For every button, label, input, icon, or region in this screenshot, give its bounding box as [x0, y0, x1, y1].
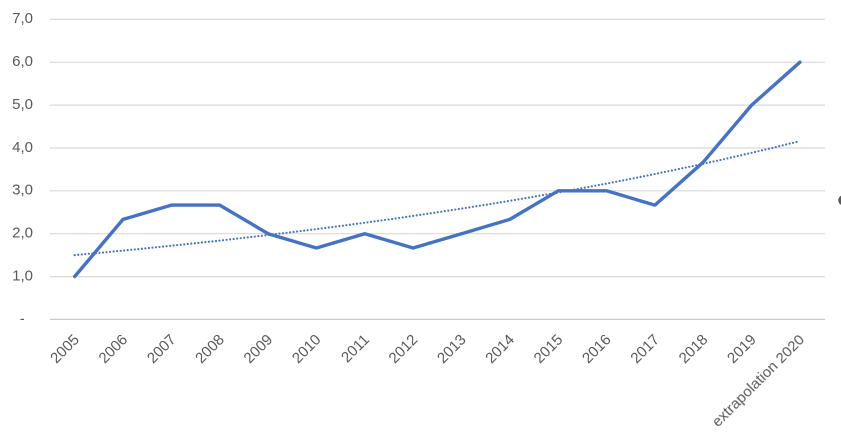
svg-text:extrapolation 2020: extrapolation 2020 — [709, 331, 808, 430]
svg-text:1,0: 1,0 — [12, 268, 33, 285]
svg-text:2007: 2007 — [144, 331, 180, 367]
svg-text:2013: 2013 — [434, 331, 470, 367]
svg-text:2009: 2009 — [241, 331, 277, 367]
svg-text:2014: 2014 — [482, 331, 518, 367]
svg-text:2010: 2010 — [289, 331, 325, 367]
svg-text:2006: 2006 — [96, 331, 132, 367]
svg-text:7,0: 7,0 — [12, 10, 33, 27]
svg-text:-: - — [20, 311, 25, 328]
svg-text:2016: 2016 — [579, 331, 615, 367]
svg-text:2015: 2015 — [531, 331, 567, 367]
svg-text:3,0: 3,0 — [12, 182, 33, 199]
svg-text:2018: 2018 — [676, 331, 712, 367]
svg-text:6,0: 6,0 — [12, 53, 33, 70]
svg-text:2005: 2005 — [47, 331, 83, 367]
svg-text:2012: 2012 — [386, 331, 422, 367]
svg-text:2019: 2019 — [724, 331, 760, 367]
svg-text:5,0: 5,0 — [12, 96, 33, 113]
svg-text:4,0: 4,0 — [12, 139, 33, 156]
svg-text:2011: 2011 — [338, 331, 373, 366]
svg-text:2017: 2017 — [627, 331, 663, 367]
svg-text:2008: 2008 — [192, 331, 228, 367]
svg-text:2,0: 2,0 — [12, 225, 33, 242]
